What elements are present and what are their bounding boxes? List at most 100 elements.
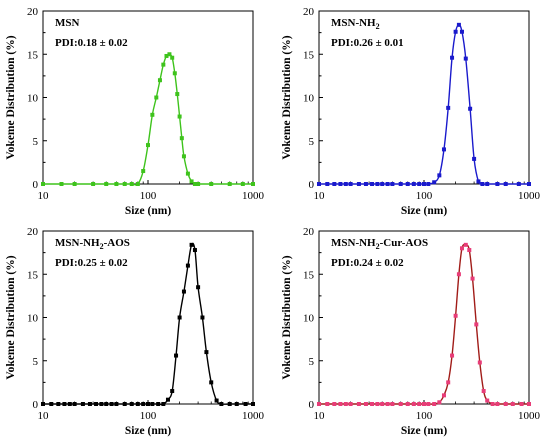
data-point [417,182,422,186]
data-point [481,389,486,394]
data-point [177,114,182,119]
x-tick-label: 10 [314,410,326,422]
data-point [325,402,330,406]
data-point [325,182,330,186]
data-point [72,182,77,186]
y-axis-label: Vokeme Distribution (%) [281,35,293,159]
y-tick-label: 20 [27,226,39,238]
panel-title-text: MSN [55,17,80,29]
data-point [219,402,224,406]
data-point [459,29,464,34]
data-point [495,182,500,186]
data-point [156,402,161,406]
data-point [338,182,343,186]
data-point [356,182,361,186]
data-point [209,182,214,186]
data-point [459,246,464,251]
data-point [338,402,343,406]
data-point [398,402,403,406]
data-point [181,289,186,294]
data-point [317,182,321,186]
series-line [43,53,253,186]
data-point [165,397,170,402]
data-point [385,182,390,186]
data-point [437,400,442,405]
x-axis-label: Size (nm) [125,205,171,217]
data-point [380,182,385,186]
data-point [405,182,410,186]
data-point [196,285,201,290]
data-point [170,55,175,60]
data-point [516,182,521,186]
panel-title-subscript: 2 [100,242,104,251]
panel-title-subscript: 2 [376,242,380,251]
data-point [87,402,92,406]
data-point [470,276,475,281]
pdi-annotation: PDI:0.24 ± 0.02 [331,257,404,269]
data-point [189,179,194,184]
data-point [426,402,431,406]
y-tick-label: 20 [303,6,315,18]
pdi-annotation: PDI:0.25 ± 0.02 [55,257,128,269]
data-point [129,402,134,406]
data-point [343,182,348,186]
y-tick-label: 0 [309,399,315,411]
y-tick-label: 10 [27,93,39,105]
y-axis-label: Vokeme Distribution (%) [281,255,293,379]
data-point [204,350,209,355]
data-point [109,402,114,406]
data-point [472,156,477,161]
panel-title: MSN-NH2 [331,17,380,31]
data-point [332,182,337,186]
x-axis-label: Size (nm) [401,425,447,437]
data-point [422,402,426,406]
data-point [453,29,458,34]
data-point [519,402,524,406]
x-tick-label: 100 [140,190,157,202]
x-tick-label: 100 [140,410,157,422]
y-tick-label: 15 [27,269,39,281]
y-tick-label: 5 [309,356,315,368]
data-point [503,402,508,406]
x-tick-label: 1000 [518,410,541,422]
data-point [385,402,390,406]
data-point [348,182,353,186]
data-point [343,402,348,406]
data-point [189,242,194,247]
y-tick-label: 10 [303,93,315,105]
pdi-annotation: PDI:0.26 ± 0.01 [331,37,404,49]
data-point [405,402,410,406]
data-point [161,402,166,406]
data-point [463,242,468,247]
x-tick-label: 10 [314,190,326,202]
data-point [411,182,416,186]
data-point [56,402,61,406]
chart-panel-3: 0 5 10 15 20 10 100 1000 Size (nm) Vokeme Distrib… [5,226,265,437]
data-point [196,182,201,186]
data-point [161,62,166,67]
data-point [441,393,446,398]
data-point [463,56,468,61]
data-point [141,402,146,406]
data-point [227,182,232,186]
data-point [485,398,490,403]
data-point [390,182,395,186]
data-point [135,402,140,406]
data-point [467,248,472,253]
data-point [432,180,437,185]
y-tick-label: 15 [303,269,315,281]
data-point [170,389,175,394]
data-point [240,182,245,186]
data-point [251,182,255,186]
data-point [474,322,479,327]
panel-title: MSN-NH2-AOS [55,237,130,251]
data-point [456,22,461,27]
data-point [317,402,321,406]
data-point [172,71,177,76]
data-point [510,402,515,406]
data-point [167,52,172,57]
x-tick-label: 1000 [518,190,541,202]
y-tick-label: 10 [303,313,315,325]
data-point [146,402,150,406]
data-point [150,402,155,406]
